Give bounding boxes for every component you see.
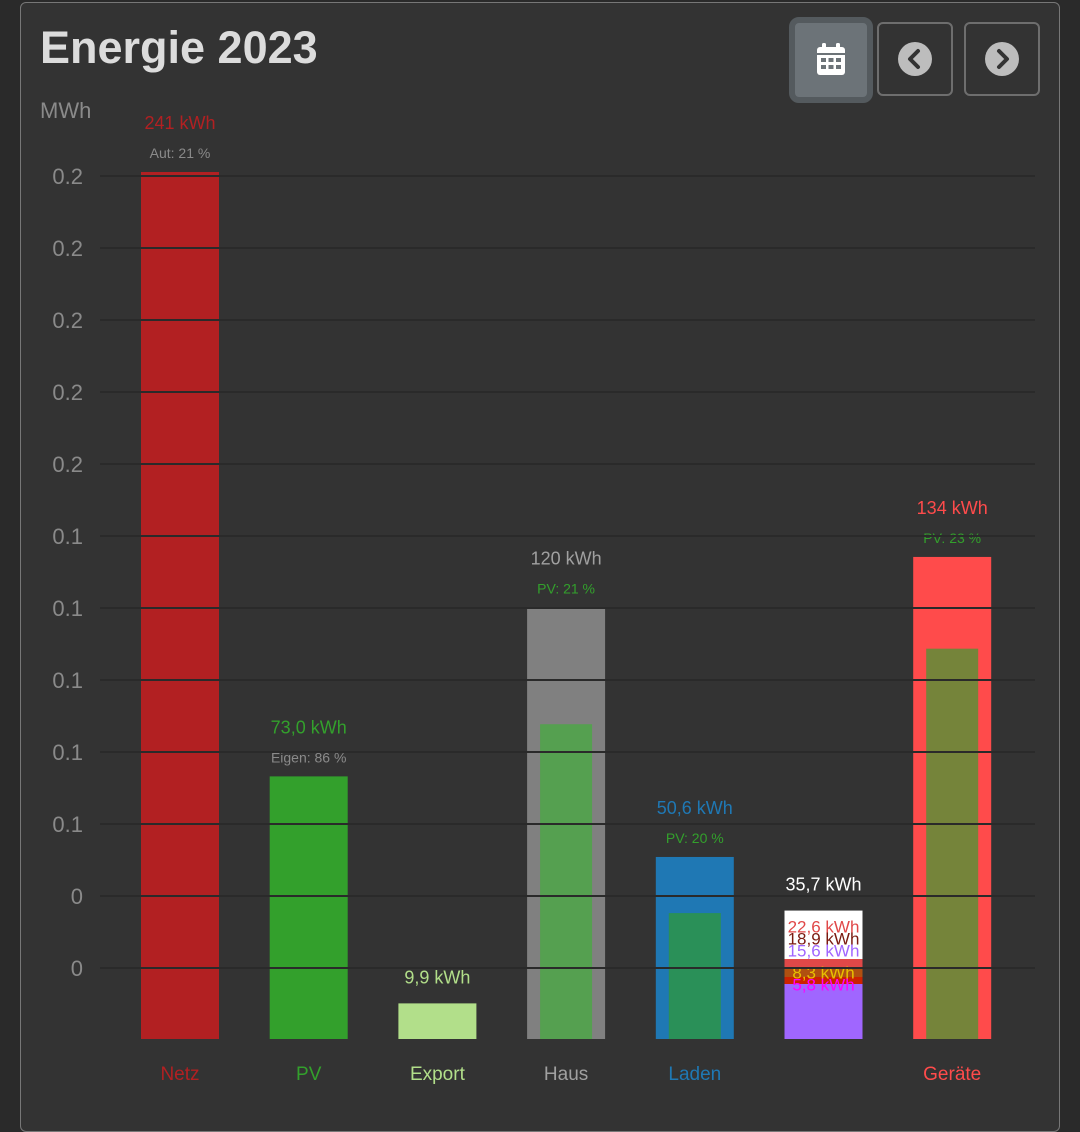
chart-title: Energie 2023 (40, 22, 318, 73)
chevron-left-circle-icon (898, 42, 932, 76)
bar-pv-share (926, 648, 979, 1039)
x-category-label: Laden (668, 1064, 721, 1085)
previous-button[interactable] (877, 22, 953, 96)
bar-sub-label: PV: 21 % (537, 580, 595, 596)
calendar-icon (817, 43, 845, 75)
y-axis-unit-label: MWh (40, 98, 91, 123)
next-button[interactable] (964, 22, 1040, 96)
y-tick-label: 0.1 (52, 596, 83, 621)
bar-segment (784, 984, 863, 1039)
bar-segment (784, 969, 863, 977)
x-category-label: Netz (160, 1064, 199, 1085)
segment-value-label: 15,6 kWh (788, 942, 860, 961)
y-tick-label: 0 (71, 956, 83, 981)
y-tick-label: 0.2 (52, 236, 83, 261)
y-tick-label: 0 (71, 884, 83, 909)
bar-sub-label: PV: 23 % (923, 530, 981, 546)
bar-value-label: 73,0 kWh (271, 717, 347, 737)
y-tick-label: 0.2 (52, 308, 83, 333)
bar-pv-share (668, 913, 721, 1039)
y-tick-label: 0.2 (52, 380, 83, 405)
y-tick-label: 0.1 (52, 740, 83, 765)
x-category-label: Geräte (923, 1064, 981, 1085)
segment-value-label: 18,9 kWh (788, 930, 860, 949)
y-tick-label: 0.1 (52, 668, 83, 693)
bar-pv (269, 776, 348, 1039)
bar-pv-share (540, 724, 593, 1039)
bar-value-label: 241 kWh (144, 113, 215, 133)
x-category-label: PV (296, 1064, 322, 1085)
bar-value-label: 120 kWh (531, 548, 602, 568)
bar-sub-label: Aut: 21 % (150, 145, 211, 161)
bar-value-label: 134 kWh (917, 498, 988, 518)
bar-segment (784, 959, 863, 969)
bar-export (398, 1003, 477, 1039)
bar-sub-label: PV: 20 % (666, 830, 724, 846)
y-tick-label: 0.1 (52, 524, 83, 549)
bar-netz (141, 172, 219, 1039)
bar-value-label: 50,6 kWh (657, 798, 733, 818)
x-category-label: Export (410, 1064, 466, 1085)
bar-value-label: 9,9 kWh (404, 967, 470, 987)
bar-sub-label: Eigen: 86 % (271, 749, 347, 765)
segment-value-label: 22,6 kWh (788, 918, 860, 937)
y-tick-label: 0.1 (52, 812, 83, 837)
calendar-button[interactable] (789, 17, 873, 103)
segment-value-label: 5,8 kWh (792, 976, 854, 995)
y-tick-label: 0.2 (52, 452, 83, 477)
x-category-label: Haus (544, 1064, 588, 1085)
y-tick-label: 0.2 (52, 164, 83, 189)
bar-value-label: 35,7 kWh (785, 875, 861, 895)
bar-segment (784, 977, 863, 984)
chevron-right-circle-icon (985, 42, 1019, 76)
